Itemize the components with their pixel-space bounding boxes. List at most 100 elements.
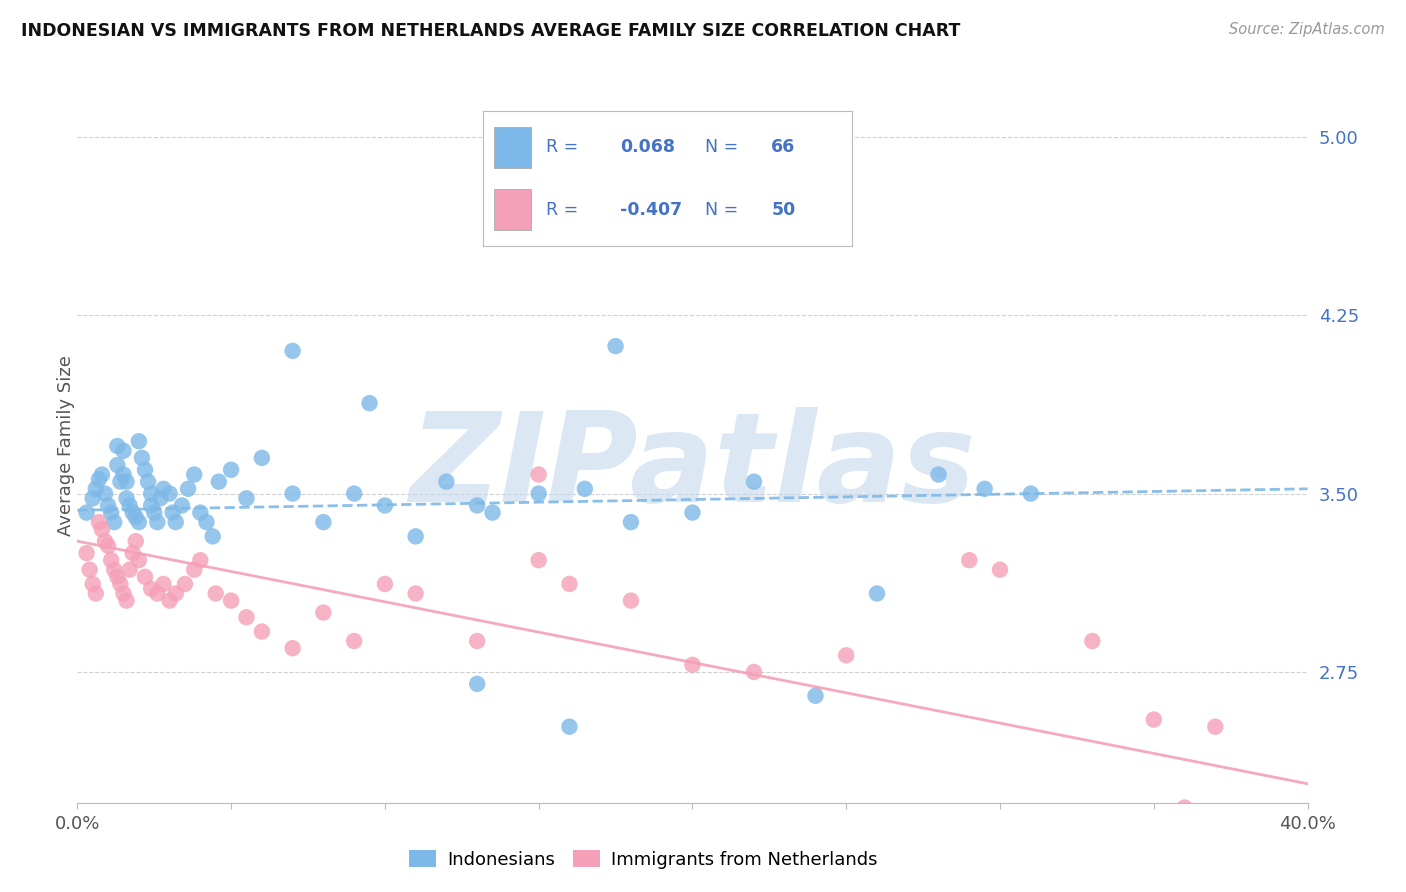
Point (121, 506, 143, 520)
Point (281, 641, 304, 656)
Point (149, 491, 172, 506)
Point (343, 634, 366, 648)
Point (76, 506, 98, 520)
Point (87, 515, 110, 529)
Point (115, 475, 138, 489)
Point (374, 499, 396, 513)
Point (152, 482, 174, 496)
Point (79, 563, 101, 577)
Point (121, 546, 143, 560)
Point (141, 582, 163, 596)
Point (465, 499, 488, 513)
Point (527, 486, 550, 500)
Point (115, 593, 138, 607)
Point (219, 593, 242, 607)
Point (605, 339, 627, 353)
Point (141, 499, 163, 513)
Point (112, 467, 135, 482)
Point (235, 491, 257, 506)
Point (82, 491, 104, 506)
Point (620, 515, 643, 529)
Point (115, 491, 138, 506)
Point (97, 499, 120, 513)
Point (146, 515, 169, 529)
Point (558, 577, 581, 591)
Point (105, 458, 128, 472)
Point (188, 553, 212, 567)
Point (162, 506, 184, 520)
Point (112, 443, 135, 458)
Point (159, 486, 181, 500)
Point (136, 475, 159, 489)
Point (103, 563, 125, 577)
Point (170, 499, 193, 513)
Point (97, 539, 120, 553)
Point (312, 515, 335, 529)
Point (405, 586, 427, 600)
Point (90, 467, 114, 482)
Point (174, 577, 197, 591)
Point (165, 515, 187, 529)
Point (281, 343, 304, 358)
Point (110, 475, 132, 489)
Point (103, 515, 125, 529)
Point (742, 665, 765, 679)
Text: Source: ZipAtlas.com: Source: ZipAtlas.com (1229, 22, 1385, 37)
Point (973, 482, 995, 496)
Point (105, 570, 128, 584)
Point (143, 506, 166, 520)
Point (105, 439, 128, 453)
Point (1204, 720, 1226, 734)
Point (481, 506, 503, 520)
Point (405, 529, 427, 543)
Point (100, 553, 122, 567)
Point (928, 467, 950, 482)
Point (988, 563, 1011, 577)
Point (742, 475, 765, 489)
Point (84, 482, 107, 496)
Point (281, 486, 304, 500)
Point (343, 486, 366, 500)
Y-axis label: Average Family Size: Average Family Size (58, 356, 75, 536)
Point (128, 553, 150, 567)
Point (436, 475, 458, 489)
Point (146, 586, 169, 600)
Point (1019, 486, 1042, 500)
Point (183, 563, 205, 577)
Point (94, 534, 117, 549)
Point (131, 450, 153, 465)
Legend: Indonesians, Immigrants from Netherlands: Indonesians, Immigrants from Netherlands (402, 843, 884, 876)
Point (183, 467, 205, 482)
Point (128, 434, 150, 449)
Text: ZIPatlas: ZIPatlas (409, 407, 976, 528)
Point (558, 720, 581, 734)
Point (177, 482, 200, 496)
Point (250, 450, 273, 465)
Point (957, 553, 980, 567)
Point (527, 553, 550, 567)
Point (195, 515, 218, 529)
Point (159, 593, 181, 607)
Point (208, 475, 231, 489)
Point (125, 510, 148, 524)
Point (165, 586, 187, 600)
Point (90, 522, 114, 536)
Point (112, 586, 135, 600)
Point (118, 563, 141, 577)
Point (527, 467, 550, 482)
Point (1143, 713, 1166, 727)
Text: INDONESIAN VS IMMIGRANTS FROM NETHERLANDS AVERAGE FAMILY SIZE CORRELATION CHART: INDONESIAN VS IMMIGRANTS FROM NETHERLAND… (21, 22, 960, 40)
Point (359, 396, 381, 410)
Point (110, 577, 132, 591)
Point (152, 577, 174, 591)
Point (141, 486, 163, 500)
Point (866, 586, 889, 600)
Point (465, 677, 488, 691)
Point (201, 529, 224, 543)
Point (76, 546, 98, 560)
Point (134, 463, 156, 477)
Point (1174, 800, 1197, 814)
Point (235, 610, 257, 624)
Point (219, 463, 242, 477)
Point (465, 634, 488, 648)
